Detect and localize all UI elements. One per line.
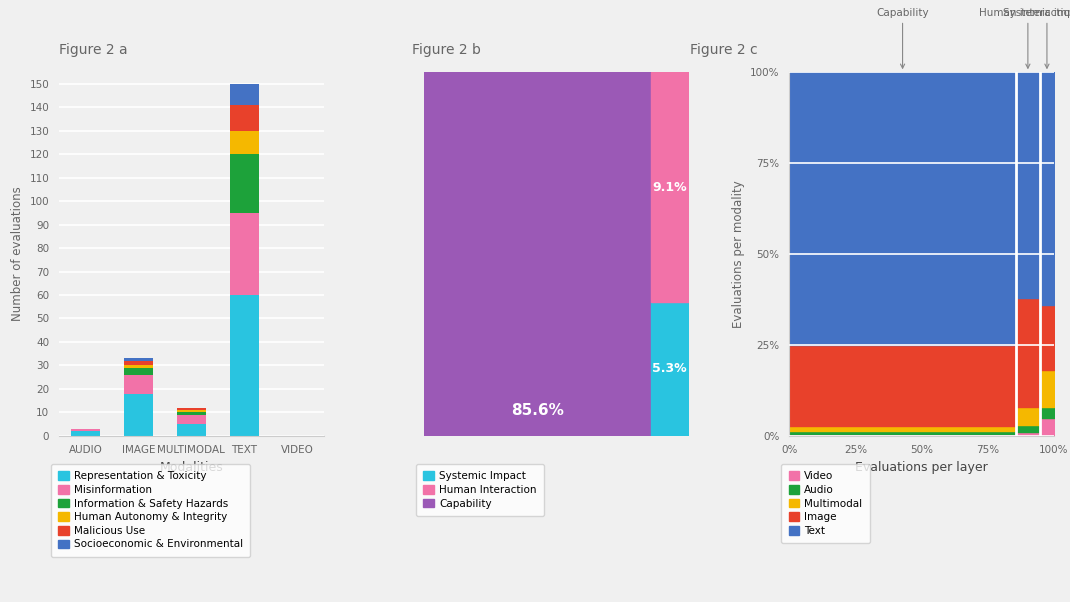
Bar xyxy=(229,154,259,213)
Text: Systemic impact: Systemic impact xyxy=(1004,8,1070,68)
Bar xyxy=(124,368,153,374)
Bar xyxy=(71,429,100,431)
Bar xyxy=(124,374,153,394)
Text: Human interaction: Human interaction xyxy=(979,8,1070,68)
Bar xyxy=(651,72,689,302)
Text: Figure 2 a: Figure 2 a xyxy=(59,43,127,57)
X-axis label: Modalities: Modalities xyxy=(159,461,223,474)
Bar xyxy=(651,302,689,436)
Text: Figure 2 c: Figure 2 c xyxy=(690,43,758,57)
Text: 9.1%: 9.1% xyxy=(653,181,687,194)
X-axis label: Evaluations per layer: Evaluations per layer xyxy=(855,461,988,474)
Bar xyxy=(229,105,259,131)
Bar xyxy=(177,408,205,410)
Bar xyxy=(124,365,153,368)
Bar xyxy=(177,415,205,424)
Legend: Systemic Impact, Human Interaction, Capability: Systemic Impact, Human Interaction, Capa… xyxy=(416,464,544,516)
Bar xyxy=(229,84,259,105)
Text: Capability: Capability xyxy=(876,8,929,68)
Bar xyxy=(124,394,153,436)
Bar xyxy=(229,295,259,436)
Legend: Video, Audio, Multimodal, Image, Text: Video, Audio, Multimodal, Image, Text xyxy=(781,464,870,543)
Bar xyxy=(424,72,651,436)
Bar xyxy=(177,412,205,415)
Bar xyxy=(229,213,259,295)
Legend: Representation & Toxicity, Misinformation, Information & Safety Hazards, Human A: Representation & Toxicity, Misinformatio… xyxy=(51,464,250,557)
Bar xyxy=(229,131,259,154)
Bar xyxy=(124,361,153,365)
Bar xyxy=(124,358,153,361)
Bar xyxy=(177,410,205,412)
Text: 5.3%: 5.3% xyxy=(653,362,687,375)
Text: 85.6%: 85.6% xyxy=(510,403,564,418)
Text: Figure 2 b: Figure 2 b xyxy=(412,43,480,57)
Y-axis label: Number of evaluations: Number of evaluations xyxy=(11,187,24,321)
Y-axis label: Evaluations per modality: Evaluations per modality xyxy=(732,180,745,328)
Bar xyxy=(71,431,100,436)
Bar xyxy=(177,424,205,436)
